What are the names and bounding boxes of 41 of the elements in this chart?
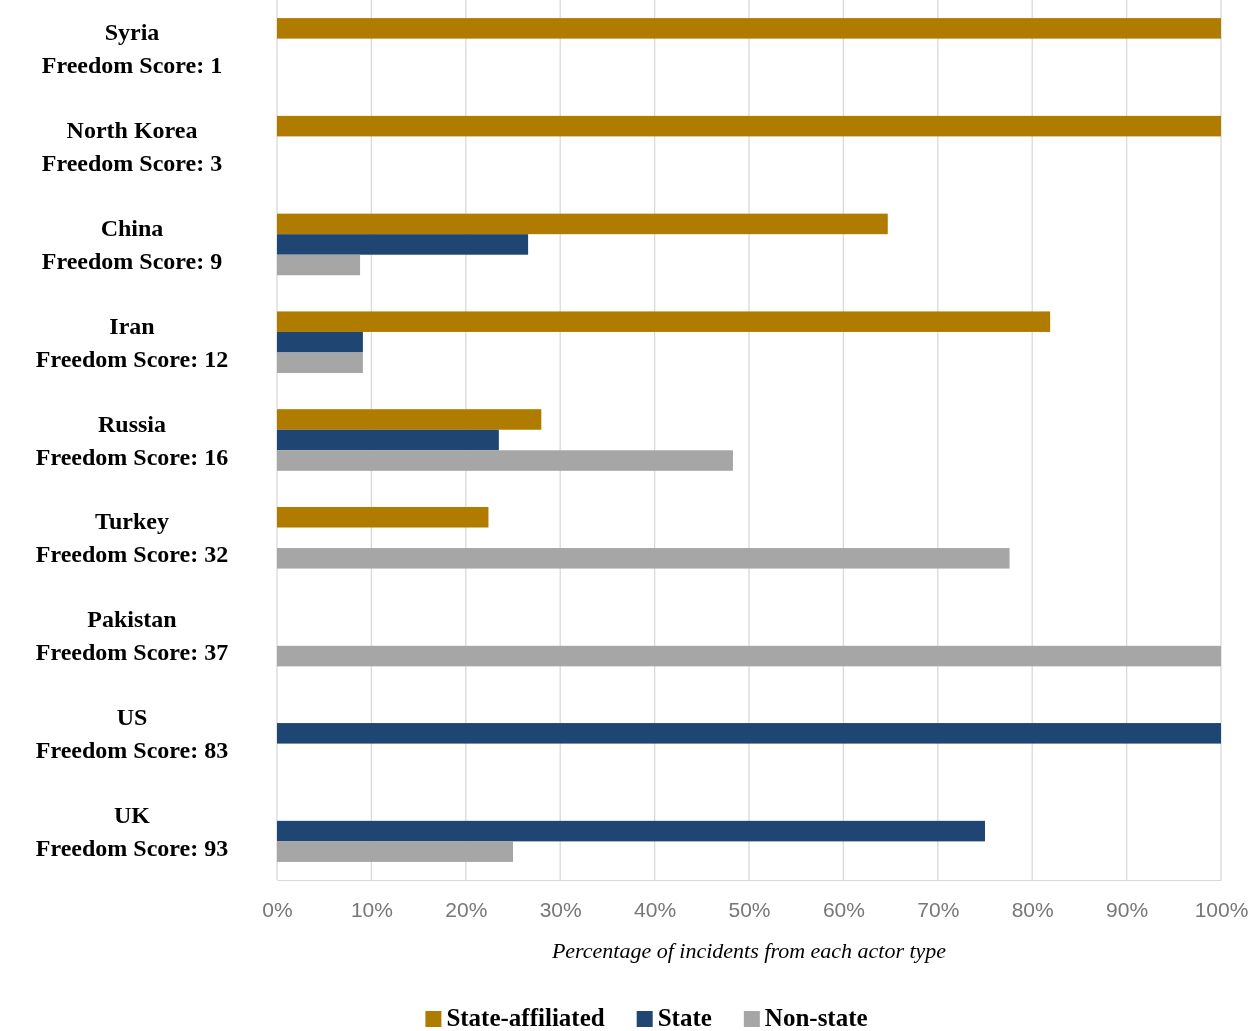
x-tick-label: 10% (350, 897, 393, 921)
x-axis-title: Percentage of incidents from each actor type (550, 938, 947, 963)
y-tick-label: Iran Freedom Score: 12 (35, 312, 229, 372)
x-tick-label: 80% (1011, 897, 1054, 921)
bar (277, 331, 363, 353)
y-tick-label: Russia Freedom Score: 16 (35, 410, 229, 470)
y-tick-label: UK Freedom Score: 93 (35, 801, 229, 861)
x-tick-label: 70% (917, 897, 960, 921)
legend-label: State (657, 1004, 712, 1031)
x-tick-label: 90% (1106, 897, 1149, 921)
bar (277, 352, 363, 374)
bar (277, 234, 529, 255)
y-tick-label: China Freedom Score: 9 (41, 214, 223, 274)
y-tick-label: Syria Freedom Score: 1 (41, 19, 223, 79)
bar (277, 429, 499, 451)
bar (277, 311, 1051, 332)
x-tick-label: 50% (728, 897, 771, 921)
bar (277, 645, 1221, 667)
y-tick-label: Pakistan Freedom Score: 37 (35, 606, 229, 666)
x-tick-label: 60% (822, 897, 865, 921)
bar (277, 254, 361, 276)
legend-label: State-affiliated (446, 1004, 605, 1031)
y-tick-label: North Korea Freedom Score: 3 (41, 117, 223, 177)
bar (277, 115, 1221, 137)
bar (277, 723, 1221, 744)
legend-label: Non-state (764, 1004, 868, 1031)
x-tick-label: 100% (1194, 897, 1249, 921)
x-tick-label: 30% (539, 897, 582, 921)
bar (277, 820, 985, 842)
bar (277, 506, 489, 528)
bar (277, 548, 1010, 569)
x-tick-label: 20% (445, 897, 488, 921)
x-tick-label: 0% (262, 897, 293, 921)
bar (277, 213, 888, 235)
bar (277, 450, 733, 471)
bar (277, 841, 513, 862)
x-tick-label: 40% (634, 897, 677, 921)
bar (277, 409, 542, 430)
y-tick-label: Turkey Freedom Score: 32 (35, 508, 229, 568)
bar (277, 18, 1221, 39)
y-tick-label: US Freedom Score: 83 (35, 703, 229, 763)
